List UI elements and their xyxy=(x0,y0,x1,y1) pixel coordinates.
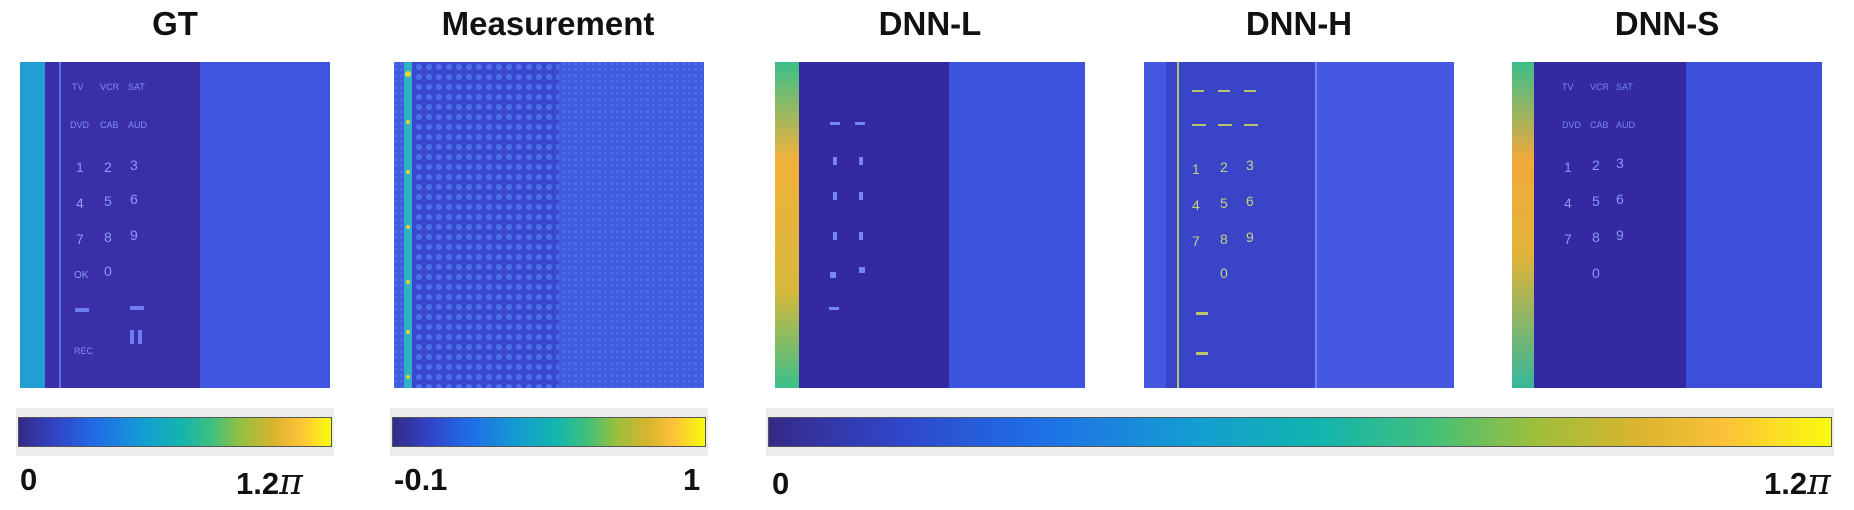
remote-rec: REC xyxy=(74,346,94,356)
dnns-label-tv: TV xyxy=(1562,82,1574,92)
pi-symbol: π xyxy=(1807,462,1831,503)
panel-title-dnn-h: DNN-H xyxy=(1245,5,1353,42)
dnnh-digit-2: 2 xyxy=(1220,159,1228,175)
remote-digit-3: 3 xyxy=(130,157,138,173)
dnns-digit-8: 8 xyxy=(1592,229,1600,245)
dnns-label-sat: SAT xyxy=(1616,82,1633,92)
colorbar-measurement-max: 1 xyxy=(683,462,701,497)
colorbar-measurement-gradient xyxy=(392,417,706,447)
remote-label-vcr: VCR xyxy=(100,82,120,92)
remote-label-aud: AUD xyxy=(128,120,148,130)
pi-symbol: π xyxy=(279,462,303,503)
dnns-digit-3: 3 xyxy=(1616,155,1624,171)
panel-title-dnn-s: DNN-S xyxy=(1614,5,1720,42)
dnn-h-image: 1 2 3 4 5 6 7 8 9 0 xyxy=(1144,62,1454,388)
dnns-digit-2: 2 xyxy=(1592,157,1600,173)
dnns-digit-4: 4 xyxy=(1564,195,1572,211)
dnns-digit-1: 1 xyxy=(1564,159,1572,175)
dnnh-digit-0: 0 xyxy=(1220,265,1228,281)
colorbar-dnn-max-value: 1.2 xyxy=(1764,466,1808,501)
colorbar-gt-max-value: 1.2 xyxy=(236,466,280,501)
colorbar-gt-gradient xyxy=(18,417,332,447)
colorbar-measurement-min: -0.1 xyxy=(394,462,448,497)
colorbar-dnn-gradient xyxy=(768,417,1832,447)
remote-digit-2: 2 xyxy=(104,159,112,175)
dnn-l-image xyxy=(775,62,1085,388)
remote-digit-4: 4 xyxy=(76,195,84,211)
remote-digit-5: 5 xyxy=(104,193,112,209)
dnn-s-image: 1 2 3 4 5 6 7 8 9 0 TV VCR SAT DVD CAB A… xyxy=(1512,62,1822,388)
colorbar-dnn xyxy=(766,408,1834,456)
remote-digit-0: 0 xyxy=(104,263,112,279)
colorbar-gt-min: 0 xyxy=(20,462,38,497)
remote-label-sat: SAT xyxy=(128,82,145,92)
remote-label-dvd: DVD xyxy=(70,120,90,130)
panel-title-measurement: Measurement xyxy=(441,5,655,42)
remote-label-cab: CAB xyxy=(100,120,119,130)
dnns-digit-5: 5 xyxy=(1592,193,1600,209)
dnns-label-vcr: VCR xyxy=(1590,82,1610,92)
dnns-digit-9: 9 xyxy=(1616,227,1624,243)
remote-digit-8: 8 xyxy=(104,229,112,245)
remote-label-tv: TV xyxy=(72,82,84,92)
dnnh-digit-5: 5 xyxy=(1220,195,1228,211)
dnnh-digit-9: 9 xyxy=(1246,229,1254,245)
panel-title-gt: GT xyxy=(152,5,198,42)
dnns-digit-7: 7 xyxy=(1564,231,1572,247)
dnnh-digit-8: 8 xyxy=(1220,231,1228,247)
dnnh-digit-1: 1 xyxy=(1192,161,1200,177)
remote-digit-9: 9 xyxy=(130,227,138,243)
dnns-label-dvd: DVD xyxy=(1562,120,1582,130)
remote-digit-6: 6 xyxy=(130,191,138,207)
dnns-label-cab: CAB xyxy=(1590,120,1609,130)
remote-ok: OK xyxy=(74,270,89,281)
dnnh-digit-3: 3 xyxy=(1246,157,1254,173)
colorbar-gt xyxy=(16,408,334,456)
measurement-image xyxy=(394,62,704,388)
dnns-digit-6: 6 xyxy=(1616,191,1624,207)
colorbar-measurement xyxy=(390,408,708,456)
colorbar-gt-max: 1.2π xyxy=(236,462,303,503)
dnns-digit-0: 0 xyxy=(1592,265,1600,281)
panel-title-dnn-l: DNN-L xyxy=(878,5,982,42)
dnns-label-aud: AUD xyxy=(1616,120,1636,130)
gt-phase-image: TV VCR SAT DVD CAB AUD 1 2 3 4 5 6 7 8 9… xyxy=(20,62,330,388)
dnnh-digit-6: 6 xyxy=(1246,193,1254,209)
remote-digit-7: 7 xyxy=(76,231,84,247)
remote-digit-1: 1 xyxy=(76,159,84,175)
dnnh-digit-7: 7 xyxy=(1192,233,1200,249)
dnnh-digit-4: 4 xyxy=(1192,197,1200,213)
colorbar-dnn-min: 0 xyxy=(772,466,790,501)
colorbar-dnn-max: 1.2π xyxy=(1764,462,1831,503)
